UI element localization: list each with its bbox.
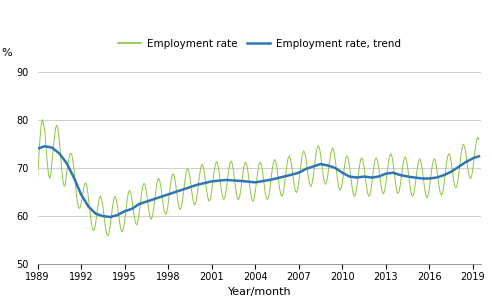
Employment rate: [39, 118, 45, 122]
Employment rate: [276, 176, 281, 180]
Employment rate, trend: [107, 215, 113, 219]
Employment rate, trend: [128, 208, 134, 211]
Employment rate, trend: [364, 175, 369, 179]
Employment rate, trend: [339, 171, 345, 175]
Employment rate: [364, 185, 369, 188]
Employment rate: [79, 195, 85, 198]
Line: Employment rate, trend: Employment rate, trend: [37, 146, 479, 217]
Employment rate: [128, 191, 134, 195]
Employment rate: [112, 195, 118, 198]
Employment rate: [476, 138, 482, 142]
Employment rate, trend: [276, 176, 281, 180]
Line: Employment rate: Employment rate: [37, 120, 479, 236]
Employment rate, trend: [476, 155, 482, 158]
Employment rate: [339, 181, 345, 184]
Employment rate, trend: [42, 145, 48, 148]
Employment rate, trend: [79, 195, 85, 198]
Legend: Employment rate, Employment rate, trend: Employment rate, Employment rate, trend: [114, 35, 405, 53]
Employment rate, trend: [112, 214, 118, 218]
Y-axis label: %: %: [1, 48, 12, 58]
Employment rate, trend: [34, 147, 40, 151]
Employment rate: [105, 234, 111, 238]
X-axis label: Year/month: Year/month: [228, 288, 291, 298]
Employment rate: [34, 176, 40, 179]
